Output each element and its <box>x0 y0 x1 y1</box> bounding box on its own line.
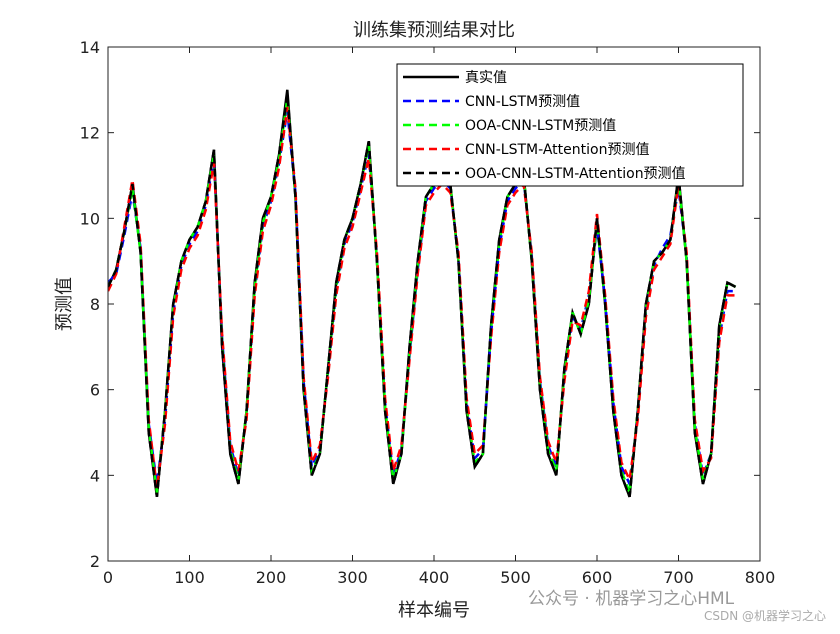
x-tick-label: 600 <box>582 568 613 587</box>
legend-label: OOA-CNN-LSTM-Attention预测值 <box>465 166 686 182</box>
y-tick-label: 2 <box>90 552 100 571</box>
x-tick-label: 200 <box>256 568 287 587</box>
series-line <box>108 93 737 498</box>
chart-title: 训练集预测结果对比 <box>353 20 515 41</box>
x-tick-label: 500 <box>500 568 531 587</box>
x-axis-label: 样本编号 <box>398 600 470 621</box>
y-axis-label: 预测值 <box>54 277 75 331</box>
credit: CSDN @机器学习之心 <box>704 608 826 623</box>
legend-label: CNN-LSTM预测值 <box>465 94 580 110</box>
axes-box <box>107 46 761 562</box>
x-tick-label: 0 <box>103 568 113 587</box>
legend-box <box>396 63 744 187</box>
x-tick-label: 400 <box>419 568 450 587</box>
x-tick-label: 300 <box>337 568 368 587</box>
y-tick-label: 4 <box>90 466 100 485</box>
y-tick-label: 10 <box>80 209 100 228</box>
y-tick-label: 12 <box>80 124 100 143</box>
y-tick-label: 14 <box>80 38 100 57</box>
legend-label: CNN-LSTM-Attention预测值 <box>465 142 649 158</box>
watermark: 公众号 · 机器学习之心HML <box>528 589 735 609</box>
x-tick-label: 100 <box>174 568 205 587</box>
y-tick-label: 6 <box>90 381 100 400</box>
y-tick-label: 8 <box>90 295 100 314</box>
legend-label: OOA-CNN-LSTM预测值 <box>465 118 616 134</box>
x-tick-label: 700 <box>663 568 694 587</box>
x-tick-label: 800 <box>745 568 776 587</box>
legend-label: 真实值 <box>465 70 507 86</box>
